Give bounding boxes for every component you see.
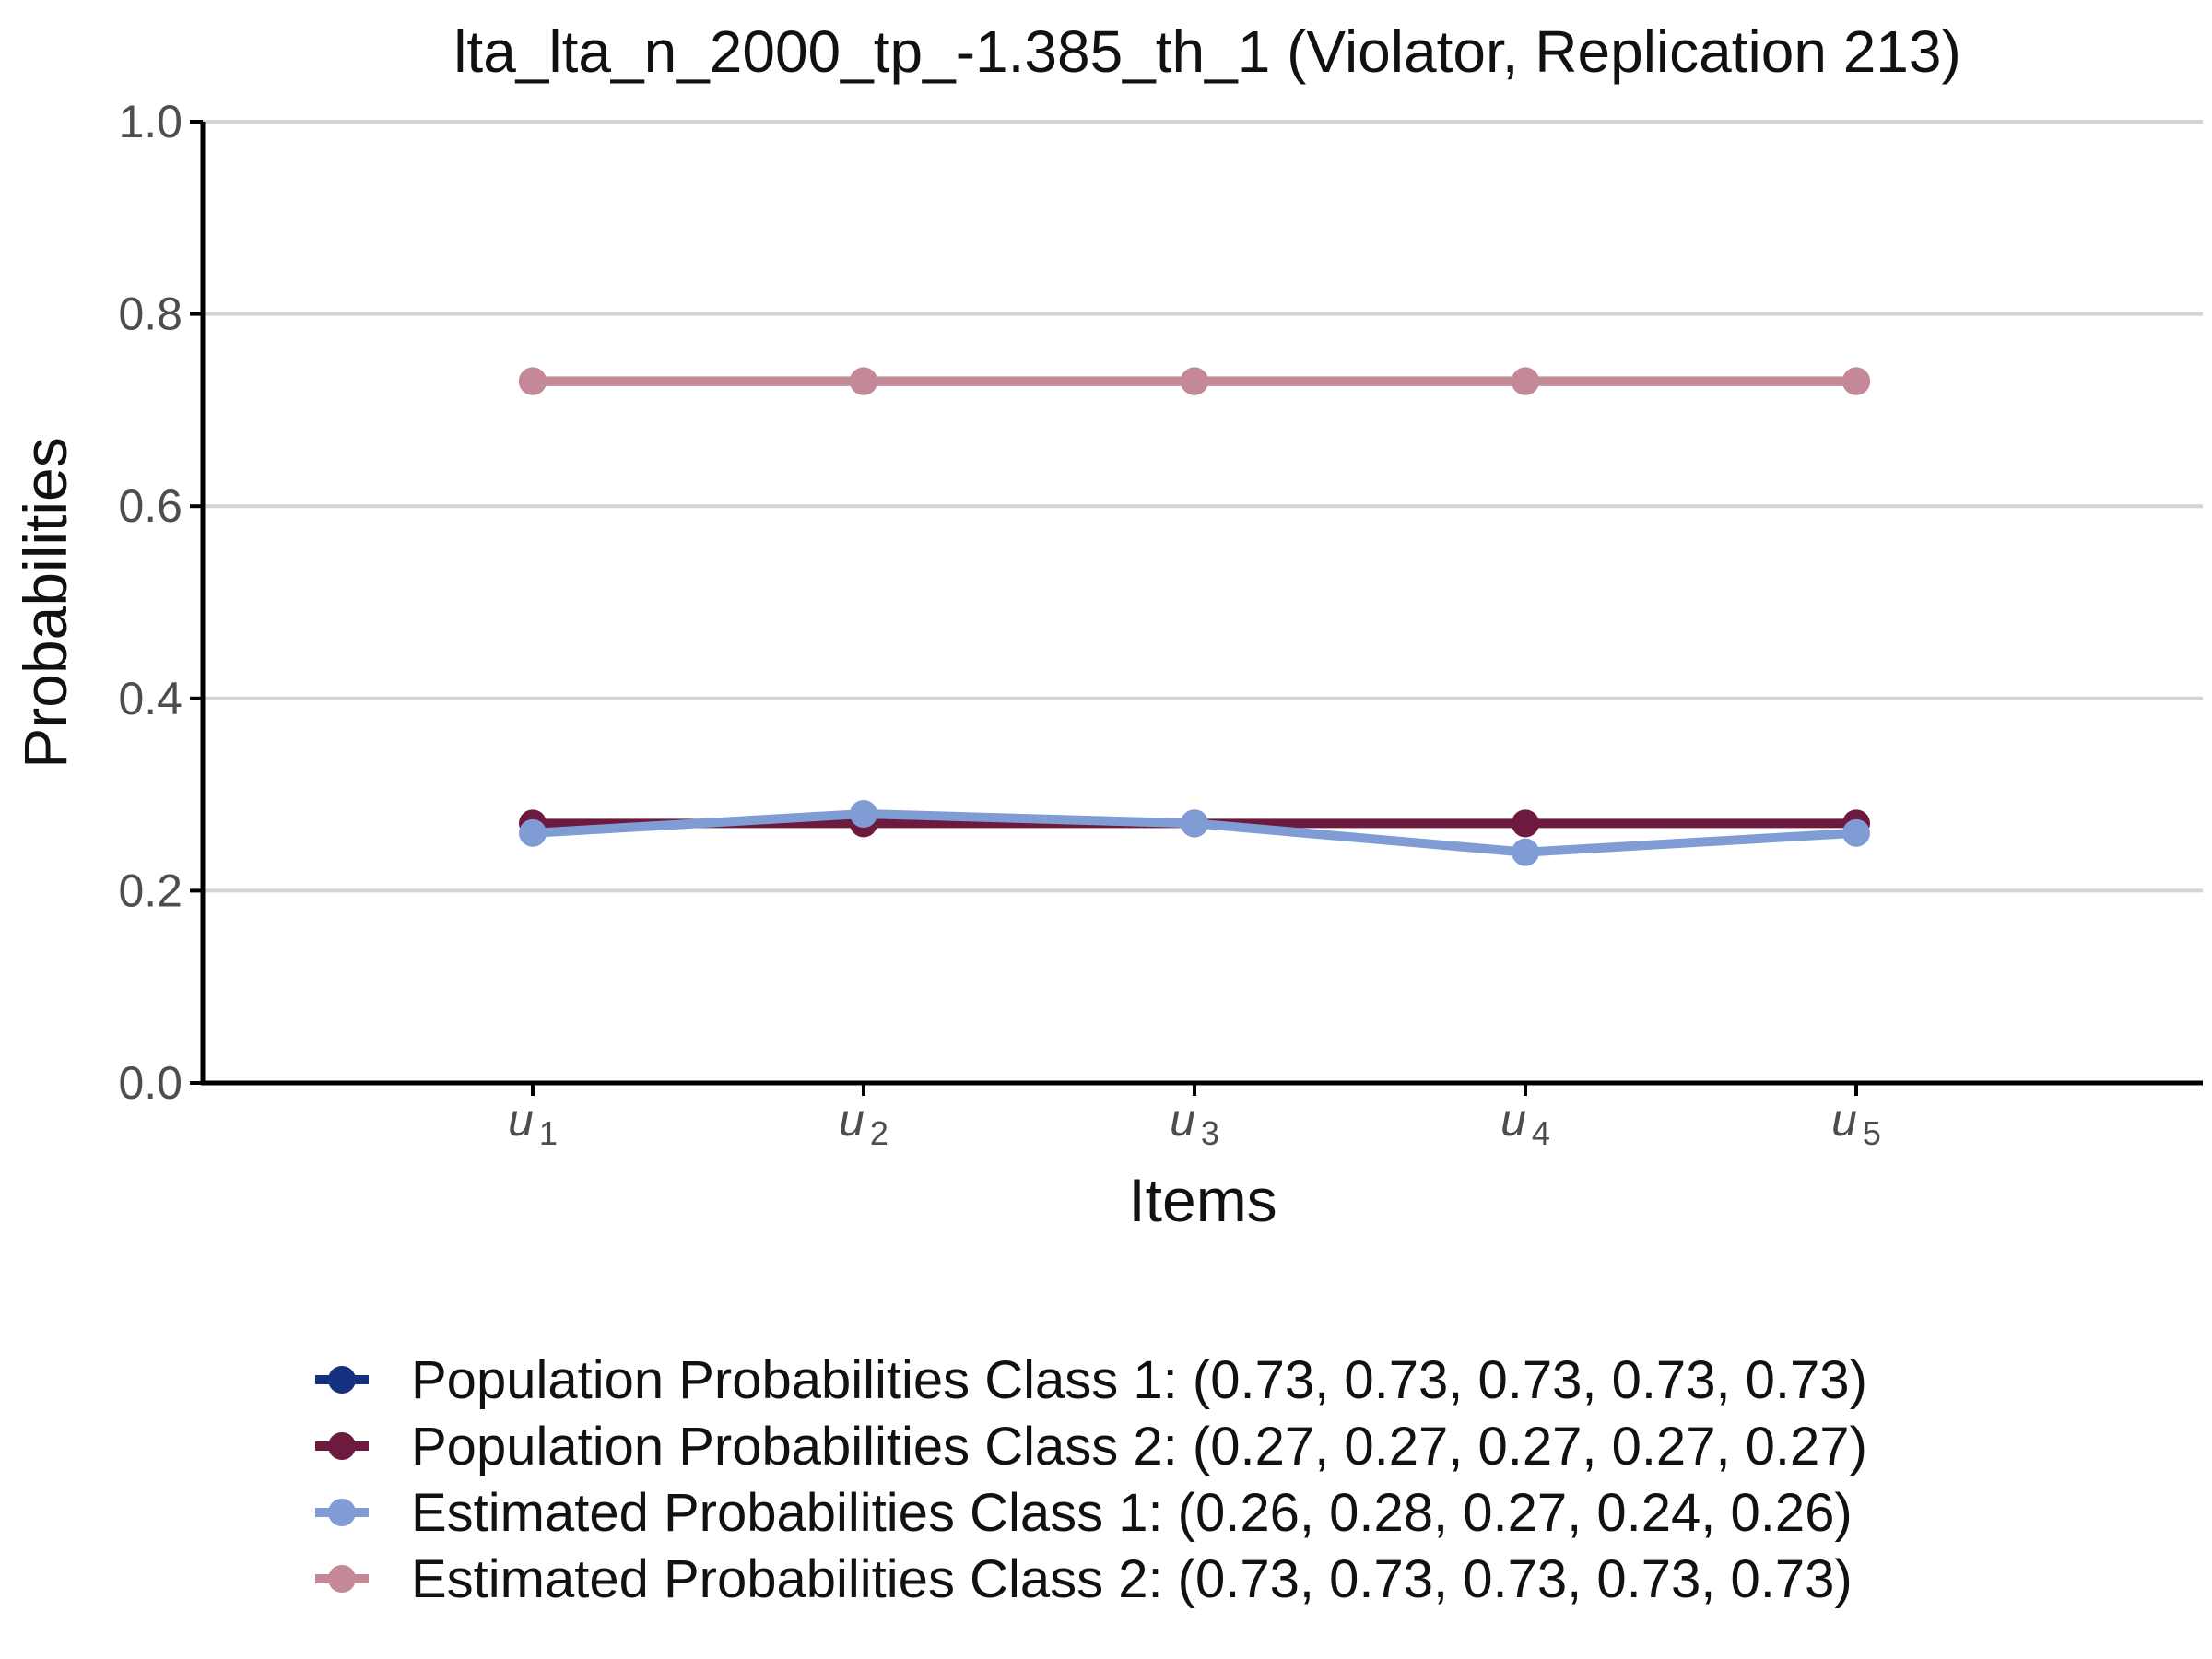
x-tick-subscript: 5 <box>1863 1114 1881 1152</box>
data-point <box>850 367 877 395</box>
data-point <box>1842 367 1870 395</box>
x-tick-base: u <box>1831 1094 1857 1146</box>
legend-key-point <box>328 1366 356 1394</box>
legend-key-point <box>328 1432 356 1460</box>
y-tick-labels: 0.0 0.2 0.4 0.6 0.8 1.0 <box>118 96 182 1109</box>
legend-label: Estimated Probabilities Class 2: (0.73, … <box>411 1549 1853 1609</box>
data-point <box>519 367 547 395</box>
series-3 <box>519 799 1870 866</box>
legend-item: Population Probabilities Class 2: (0.27,… <box>315 1417 1867 1477</box>
legend-item: Estimated Probabilities Class 1: (0.26, … <box>315 1483 1853 1543</box>
data-point <box>1512 838 1539 866</box>
x-tick-subscript: 1 <box>539 1114 558 1152</box>
legend-key-point <box>328 1565 356 1593</box>
legend-key-point <box>328 1499 356 1526</box>
x-tick-base: u <box>508 1094 534 1146</box>
series-group <box>519 367 1870 866</box>
legend-item: Population Probabilities Class 1: (0.73,… <box>315 1350 1867 1410</box>
x-axis-title: Items <box>1128 1166 1277 1234</box>
y-tick-label: 0.8 <box>118 288 182 340</box>
data-point <box>1842 818 1870 847</box>
x-tick-subscript: 3 <box>1201 1114 1219 1152</box>
data-point <box>1181 809 1208 838</box>
legend-item: Estimated Probabilities Class 2: (0.73, … <box>315 1549 1853 1609</box>
data-point <box>850 799 877 828</box>
legend: Population Probabilities Class 1: (0.73,… <box>315 1350 1867 1609</box>
legend-label: Population Probabilities Class 1: (0.73,… <box>411 1350 1867 1410</box>
y-tick-label: 0.4 <box>118 673 182 724</box>
y-tick-label: 1.0 <box>118 96 182 147</box>
data-point <box>519 818 547 847</box>
legend-label: Population Probabilities Class 2: (0.27,… <box>411 1417 1867 1477</box>
data-point <box>1181 367 1208 395</box>
x-tick-subscript: 2 <box>870 1114 888 1152</box>
x-tick-base: u <box>1170 1094 1195 1146</box>
y-axis-title: Probabilities <box>11 437 79 769</box>
y-tick-label: 0.2 <box>118 865 182 916</box>
data-point <box>1512 809 1539 838</box>
series-4 <box>519 367 1870 395</box>
x-tick-base: u <box>839 1094 865 1146</box>
chart-title: lta_lta_n_2000_tp_-1.385_th_1 (Violator,… <box>453 18 1961 85</box>
x-tick-base: u <box>1500 1094 1526 1146</box>
legend-label: Estimated Probabilities Class 1: (0.26, … <box>411 1483 1853 1543</box>
gridlines <box>190 120 2203 1085</box>
data-point <box>1512 367 1539 395</box>
y-tick-label: 0.6 <box>118 480 182 532</box>
x-tick-subscript: 4 <box>1532 1114 1550 1152</box>
y-tick-label: 0.0 <box>118 1057 182 1109</box>
axes <box>200 122 2203 1086</box>
